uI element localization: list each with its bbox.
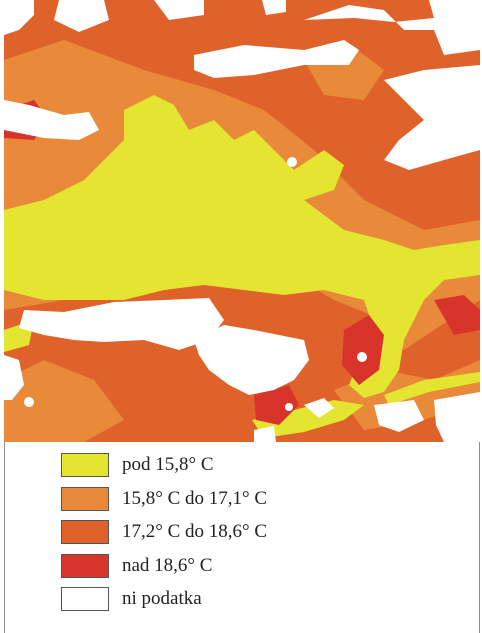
zone-no-data: [304, 0, 480, 55]
legend-swatch-mid-low: [61, 486, 109, 511]
zone-below: [252, 400, 364, 438]
zone-below: [384, 372, 480, 405]
legend-label-above: nad 18,6° C: [122, 554, 213, 576]
zone-above: [342, 315, 384, 385]
legend-swatch-below: [61, 453, 109, 477]
zone-no-data: [194, 40, 359, 78]
zone-no-data: [54, 0, 109, 32]
zone-no-data: [4, 100, 99, 140]
zone-no-data: [304, 398, 334, 418]
zone-below: [164, 150, 254, 200]
zone-no-data: [357, 352, 367, 362]
zone-no-data: [154, 0, 204, 20]
zone-no-data: [374, 400, 424, 432]
zone-no-data: [4, 355, 24, 400]
zone-no-data: [254, 426, 276, 442]
legend-label-no-data: ni podatka: [122, 588, 202, 609]
zone-below: [4, 95, 480, 398]
legend-swatch-mid-high: [61, 520, 109, 544]
zone-no-data: [4, 0, 34, 35]
zone-mid-low: [4, 130, 84, 180]
legend-label-below: pod 15,8° C: [122, 454, 214, 475]
zone-above: [254, 385, 299, 425]
zone-no-data: [287, 157, 297, 167]
zone-no-data: [434, 392, 480, 442]
legend-label-mid-high: 17,2° C do 18,6° C: [122, 521, 268, 542]
legend-swatch-no-data: [61, 587, 109, 611]
zone-no-data: [19, 298, 224, 350]
temperature-map: [4, 0, 480, 442]
zone-no-data: [262, 0, 286, 15]
zone-mid-low: [4, 360, 124, 442]
legend-label-mid-low: 15,8° C do 17,1° C: [122, 487, 268, 509]
legend-swatch-above: [61, 553, 109, 578]
zone-no-data: [285, 403, 293, 411]
zone-no-data: [194, 325, 309, 395]
zone-no-data: [24, 397, 34, 407]
temperature-map-canvas: [4, 0, 480, 442]
zone-above: [434, 295, 480, 335]
zone-no-data: [384, 65, 480, 170]
